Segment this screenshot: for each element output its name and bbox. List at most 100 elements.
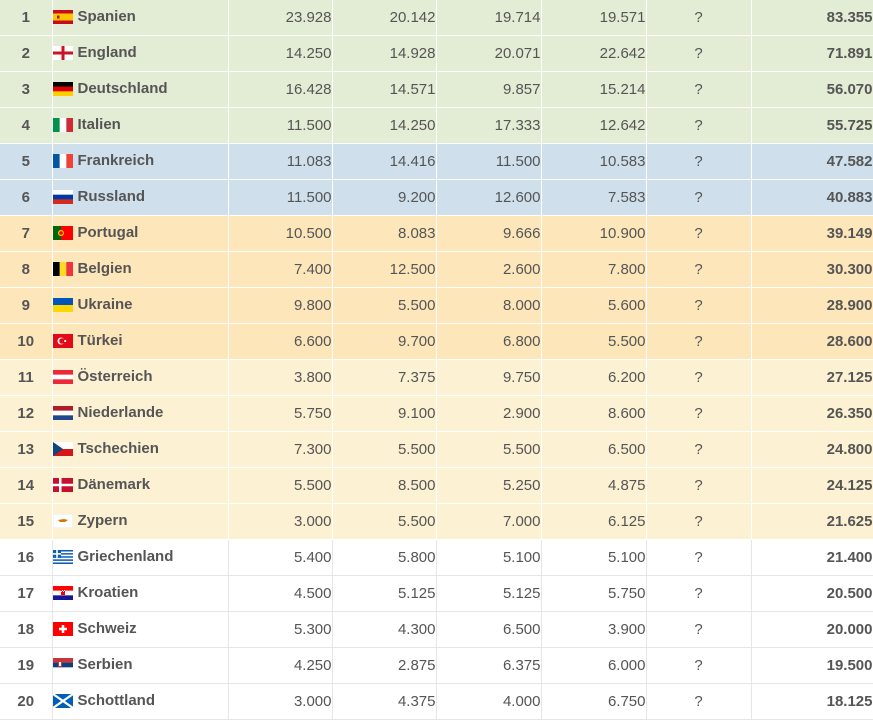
rank-cell: 20 <box>0 683 53 720</box>
country-name: Belgien <box>77 259 132 277</box>
season-5-cell: ? <box>646 611 752 648</box>
total-cell: 21.400 <box>751 539 873 576</box>
country-name: Portugal <box>77 223 139 241</box>
total-cell: 83.355 <box>751 0 873 36</box>
england-flag-icon <box>52 45 73 64</box>
season-3-cell: 2.900 <box>436 395 542 432</box>
russia-flag-icon <box>52 189 73 208</box>
season-5-cell: ? <box>646 467 752 504</box>
season-3-cell: 5.500 <box>436 431 542 468</box>
ukraine-flag-icon <box>52 297 73 316</box>
table-row: 10 Türkei 6.600 9.700 6.800 5.500? 28.600 <box>0 323 873 360</box>
table-row: 14 Dänemark 5.500 8.500 5.250 4.875? 24.125 <box>0 467 873 504</box>
switzerland-flag-icon <box>52 621 73 640</box>
country-name: Türkei <box>77 331 123 349</box>
country-cell: Dänemark <box>52 467 229 504</box>
season-1-cell: 9.800 <box>228 287 333 324</box>
rank-cell: 2 <box>0 35 53 72</box>
season-5-cell: ? <box>646 71 752 108</box>
season-3-cell: 9.666 <box>436 215 542 252</box>
total-cell: 40.883 <box>751 179 873 216</box>
season-2-cell: 5.800 <box>332 539 437 576</box>
season-5-cell: ? <box>646 503 752 540</box>
total-cell: 47.582 <box>751 143 873 180</box>
season-4-cell: 22.642 <box>541 35 647 72</box>
total-cell: 28.900 <box>751 287 873 324</box>
season-3-cell: 17.333 <box>436 107 542 144</box>
season-1-cell: 3.000 <box>228 503 333 540</box>
total-cell: 24.800 <box>751 431 873 468</box>
germany-flag-icon <box>52 81 73 100</box>
rank-cell: 16 <box>0 539 53 576</box>
spain-flag-icon <box>52 9 73 28</box>
season-3-cell: 20.071 <box>436 35 542 72</box>
cyprus-flag-icon <box>52 513 73 532</box>
season-1-cell: 7.300 <box>228 431 333 468</box>
rank-cell: 19 <box>0 647 53 684</box>
season-5-cell: ? <box>646 647 752 684</box>
season-3-cell: 12.600 <box>436 179 542 216</box>
season-2-cell: 8.083 <box>332 215 437 252</box>
table-row: 16 Griechenland 5.400 5.800 5.100 5.100? 21.40… <box>0 539 873 576</box>
country-name: Zypern <box>77 511 128 529</box>
season-1-cell: 5.500 <box>228 467 333 504</box>
season-4-cell: 6.000 <box>541 647 647 684</box>
season-5-cell: ? <box>646 323 752 360</box>
country-cell: Tschechien <box>52 431 229 468</box>
denmark-flag-icon <box>52 477 73 496</box>
season-1-cell: 11.500 <box>228 179 333 216</box>
season-2-cell: 5.500 <box>332 503 437 540</box>
season-2-cell: 14.571 <box>332 71 437 108</box>
croatia-flag-icon <box>52 585 73 604</box>
country-cell: Niederlande <box>52 395 229 432</box>
season-4-cell: 10.583 <box>541 143 647 180</box>
season-5-cell: ? <box>646 539 752 576</box>
country-cell: Ukraine <box>52 287 229 324</box>
country-name: Schottland <box>77 691 156 709</box>
country-name: Kroatien <box>77 583 139 601</box>
table-row: 19 Serbien 4.250 2.875 6.375 6.000? 19.500 <box>0 647 873 684</box>
belgium-flag-icon <box>52 261 73 280</box>
season-4-cell: 6.125 <box>541 503 647 540</box>
season-1-cell: 11.083 <box>228 143 333 180</box>
country-name: England <box>77 43 137 61</box>
season-4-cell: 5.500 <box>541 323 647 360</box>
season-5-cell: ? <box>646 287 752 324</box>
season-5-cell: ? <box>646 395 752 432</box>
season-2-cell: 8.500 <box>332 467 437 504</box>
rank-cell: 17 <box>0 575 53 612</box>
season-1-cell: 14.250 <box>228 35 333 72</box>
season-5-cell: ? <box>646 251 752 288</box>
season-4-cell: 3.900 <box>541 611 647 648</box>
table-row: 11 Österreich 3.800 7.375 9.750 6.200? 27.125 <box>0 359 873 396</box>
table-row: 15 Zypern 3.000 5.500 7.000 6.125? 21.625 <box>0 503 873 540</box>
season-5-cell: ? <box>646 179 752 216</box>
serbia-flag-icon <box>52 657 73 676</box>
country-cell: Frankreich <box>52 143 229 180</box>
country-name: Deutschland <box>77 79 168 97</box>
season-1-cell: 6.600 <box>228 323 333 360</box>
season-5-cell: ? <box>646 359 752 396</box>
table-row: 6 Russland 11.500 9.200 12.600 7.583? 40.883 <box>0 179 873 216</box>
season-2-cell: 4.300 <box>332 611 437 648</box>
season-4-cell: 5.750 <box>541 575 647 612</box>
season-4-cell: 6.200 <box>541 359 647 396</box>
season-5-cell: ? <box>646 107 752 144</box>
country-name: Ukraine <box>77 295 133 313</box>
country-name: Dänemark <box>77 475 151 493</box>
table-row: 9 Ukraine 9.800 5.500 8.000 5.600? 28.900 <box>0 287 873 324</box>
italy-flag-icon <box>52 117 73 136</box>
rank-cell: 4 <box>0 107 53 144</box>
table-row: 17 Kroatien 4.500 5.125 5.125 5.750? 20.500 <box>0 575 873 612</box>
country-name: Niederlande <box>77 403 164 421</box>
season-3-cell: 2.600 <box>436 251 542 288</box>
rank-cell: 1 <box>0 0 53 36</box>
season-1-cell: 11.500 <box>228 107 333 144</box>
country-cell: Serbien <box>52 647 229 684</box>
season-1-cell: 3.000 <box>228 683 333 720</box>
country-cell: Deutschland <box>52 71 229 108</box>
total-cell: 20.500 <box>751 575 873 612</box>
table-row: 4 Italien 11.500 14.250 17.333 12.642? 55.725 <box>0 107 873 144</box>
season-3-cell: 19.714 <box>436 0 542 36</box>
